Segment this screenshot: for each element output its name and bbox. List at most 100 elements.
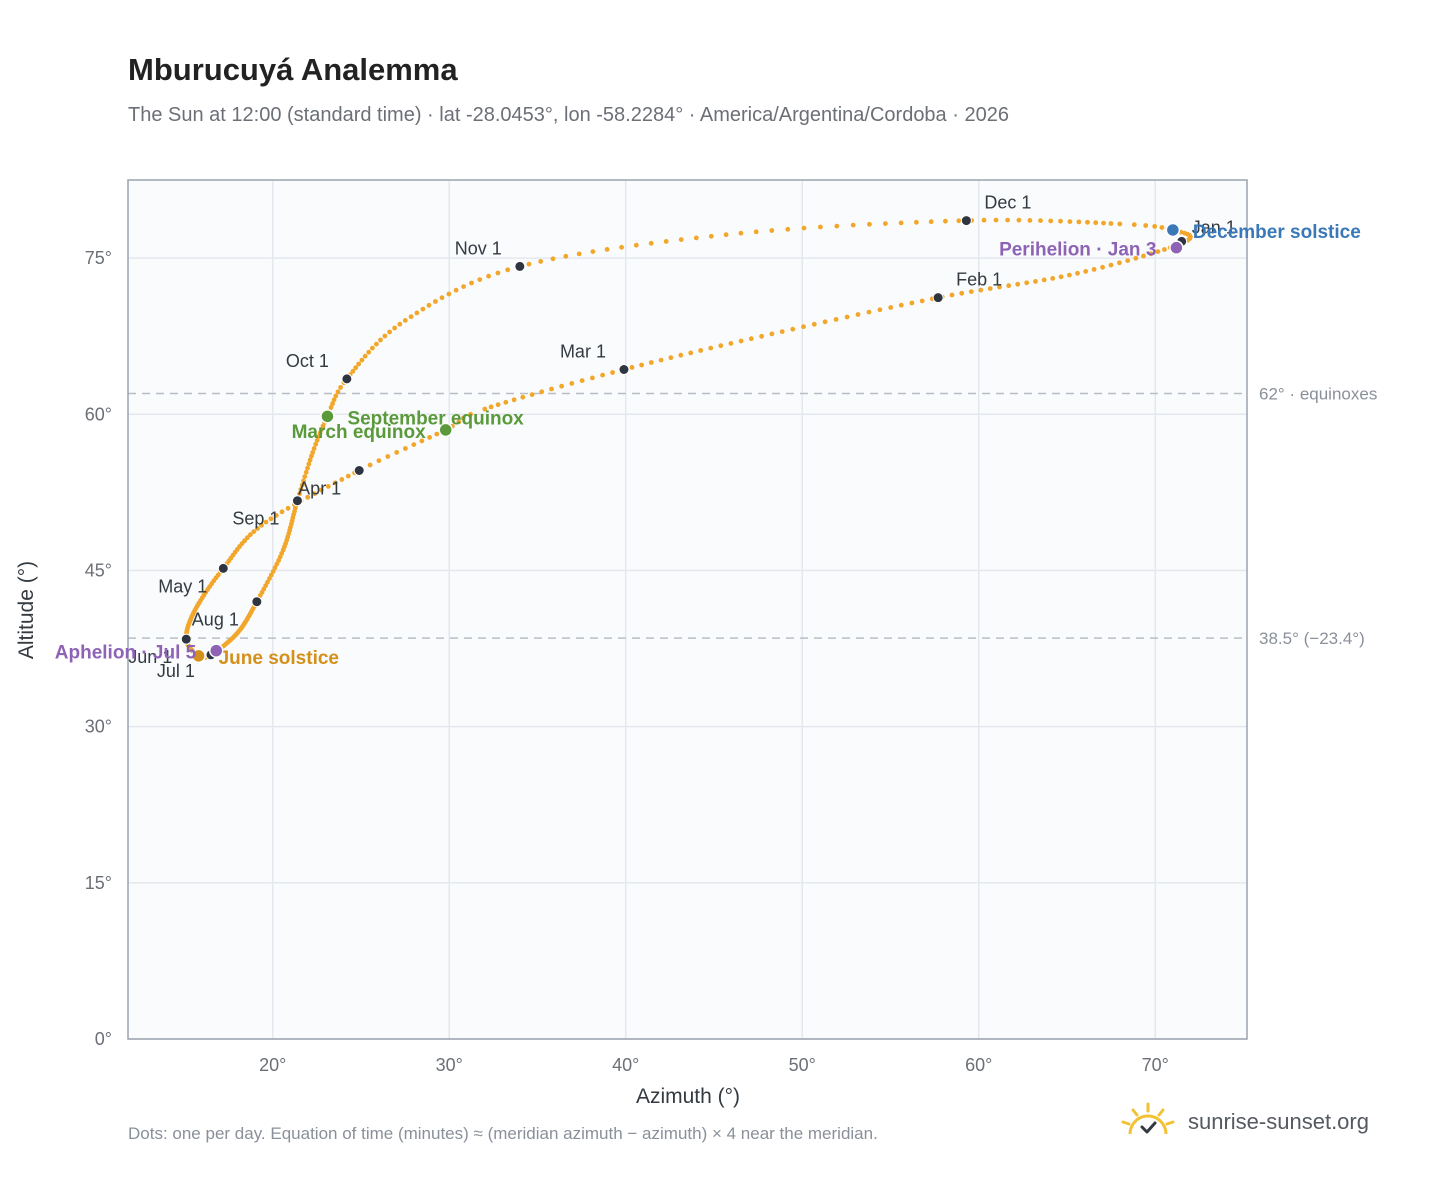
daily-sun-dot [469, 280, 474, 286]
daily-sun-dot [698, 348, 704, 353]
daily-sun-dot [648, 240, 654, 246]
daily-sun-dot [866, 309, 872, 315]
daily-sun-dot [339, 477, 345, 482]
month-marker-dot [618, 364, 630, 376]
daily-sun-dot [576, 251, 582, 257]
daily-sun-dot [728, 341, 734, 346]
daily-sun-dot [392, 325, 397, 331]
daily-sun-dot [987, 286, 993, 291]
month-marker-label: Feb 1 [956, 270, 1002, 290]
daily-sun-dot [959, 290, 965, 296]
daily-sun-dot [251, 529, 257, 534]
daily-sun-dot [526, 261, 532, 267]
daily-sun-dot [367, 462, 373, 468]
daily-sun-dot [1108, 262, 1114, 268]
daily-sun-dot [738, 230, 744, 236]
daily-sun-dot [1048, 218, 1054, 224]
daily-sun-dot [385, 454, 391, 459]
event-marker-label: March equinox [292, 422, 427, 443]
event-marker-dot [320, 409, 335, 424]
daily-sun-dot [439, 295, 445, 301]
y-tick-label: 0° [95, 1029, 112, 1049]
daily-sun-dot [306, 461, 312, 467]
daily-sun-dot [366, 349, 372, 355]
x-axis-label: Azimuth (°) [636, 1085, 740, 1108]
event-marker-label: Perihelion · Jan 3 [999, 240, 1156, 261]
month-marker-label: Mar 1 [560, 342, 606, 362]
x-tick-label: 50° [789, 1055, 816, 1075]
daily-sun-dot [1083, 269, 1089, 274]
daily-sun-dot [356, 361, 362, 367]
daily-sun-dot [311, 446, 317, 451]
daily-sun-dot [1155, 249, 1161, 255]
daily-sun-dot [495, 402, 501, 408]
daily-sun-dot [610, 370, 615, 375]
daily-sun-dot [305, 465, 310, 471]
month-marker-dot [291, 495, 303, 507]
daily-sun-dot [981, 217, 987, 223]
daily-sun-dot [997, 284, 1002, 290]
daily-sun-dot [468, 411, 473, 417]
daily-sun-dot [302, 474, 308, 479]
daily-sun-dot [370, 345, 375, 351]
daily-sun-dot [579, 378, 585, 383]
plot-background [128, 180, 1247, 1039]
daily-sun-dot [898, 302, 904, 308]
daily-sun-dot [708, 233, 714, 239]
daily-sun-dot [539, 389, 545, 395]
x-tick-label: 60° [965, 1055, 992, 1075]
daily-sun-dot [1041, 277, 1047, 283]
daily-sun-dot [785, 226, 791, 232]
daily-sun-dot [818, 224, 823, 230]
daily-sun-dot [1038, 218, 1043, 224]
daily-sun-dot [883, 221, 888, 227]
daily-sun-dot [1133, 255, 1139, 261]
month-marker-dot [217, 562, 229, 574]
daily-sun-dot [629, 365, 635, 370]
daily-sun-dot [245, 535, 250, 541]
daily-sun-dot [1143, 223, 1149, 228]
daily-sun-dot [314, 437, 320, 443]
daily-sun-dot [529, 392, 535, 397]
event-marker-dot [1165, 222, 1181, 238]
daily-sun-dot [387, 329, 392, 335]
daily-sun-dot [769, 228, 775, 233]
daily-sun-dot [753, 229, 759, 235]
daily-sun-dot [434, 431, 440, 437]
daily-sun-dot [1117, 260, 1122, 266]
daily-sun-dot [313, 441, 319, 447]
daily-sun-dot [648, 360, 654, 365]
chart-subtitle: The Sun at 12:00 (standard time) · lat -… [128, 104, 1009, 126]
daily-sun-dot [559, 383, 564, 389]
daily-sun-dot [279, 509, 285, 515]
daily-sun-dot [248, 532, 253, 538]
axis-ticks: 20° 30° 40° 50° 60° 70° 0° 15° 30° 45° 60° 75° 62° ·… [85, 248, 1378, 1075]
daily-sun-dot [272, 565, 278, 571]
reference-line-label: 38.5° (−23.4°) [1259, 629, 1365, 648]
daily-sun-dot [569, 381, 575, 386]
daily-sun-dot [919, 298, 925, 304]
daily-sun-dot [1006, 283, 1012, 289]
daily-sun-dot [456, 419, 462, 425]
daily-sun-dot [299, 482, 305, 488]
daily-sun-dot [310, 450, 316, 455]
daily-sun-dot [419, 438, 425, 444]
x-tick-label: 40° [612, 1055, 639, 1075]
daily-sun-dot [600, 372, 605, 378]
daily-sun-dot [678, 237, 684, 243]
daily-sun-dot [477, 277, 483, 282]
daily-sun-dot [678, 352, 684, 358]
daily-sun-dot [790, 326, 796, 332]
daily-sun-dot [511, 397, 517, 403]
daily-sun-dot [663, 239, 669, 244]
daily-sun-dot [503, 399, 509, 405]
daily-sun-dot [563, 253, 569, 259]
daily-sun-dot [1152, 224, 1158, 229]
x-tick-label: 20° [259, 1055, 286, 1075]
daily-sun-dot [345, 473, 351, 479]
daily-sun-dot [319, 487, 324, 493]
brand-link[interactable]: sunrise-sunset.org [1120, 1102, 1369, 1142]
daily-sun-dot [1075, 270, 1080, 276]
